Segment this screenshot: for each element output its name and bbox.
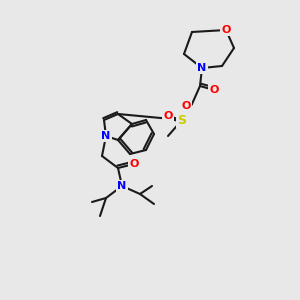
Text: O: O [209,85,219,95]
Text: N: N [117,181,127,191]
Text: N: N [197,63,207,73]
Text: O: O [181,101,191,111]
Text: S: S [178,113,187,127]
Text: O: O [129,159,139,169]
Text: O: O [163,111,173,121]
Text: O: O [221,25,231,35]
Text: N: N [101,131,111,141]
